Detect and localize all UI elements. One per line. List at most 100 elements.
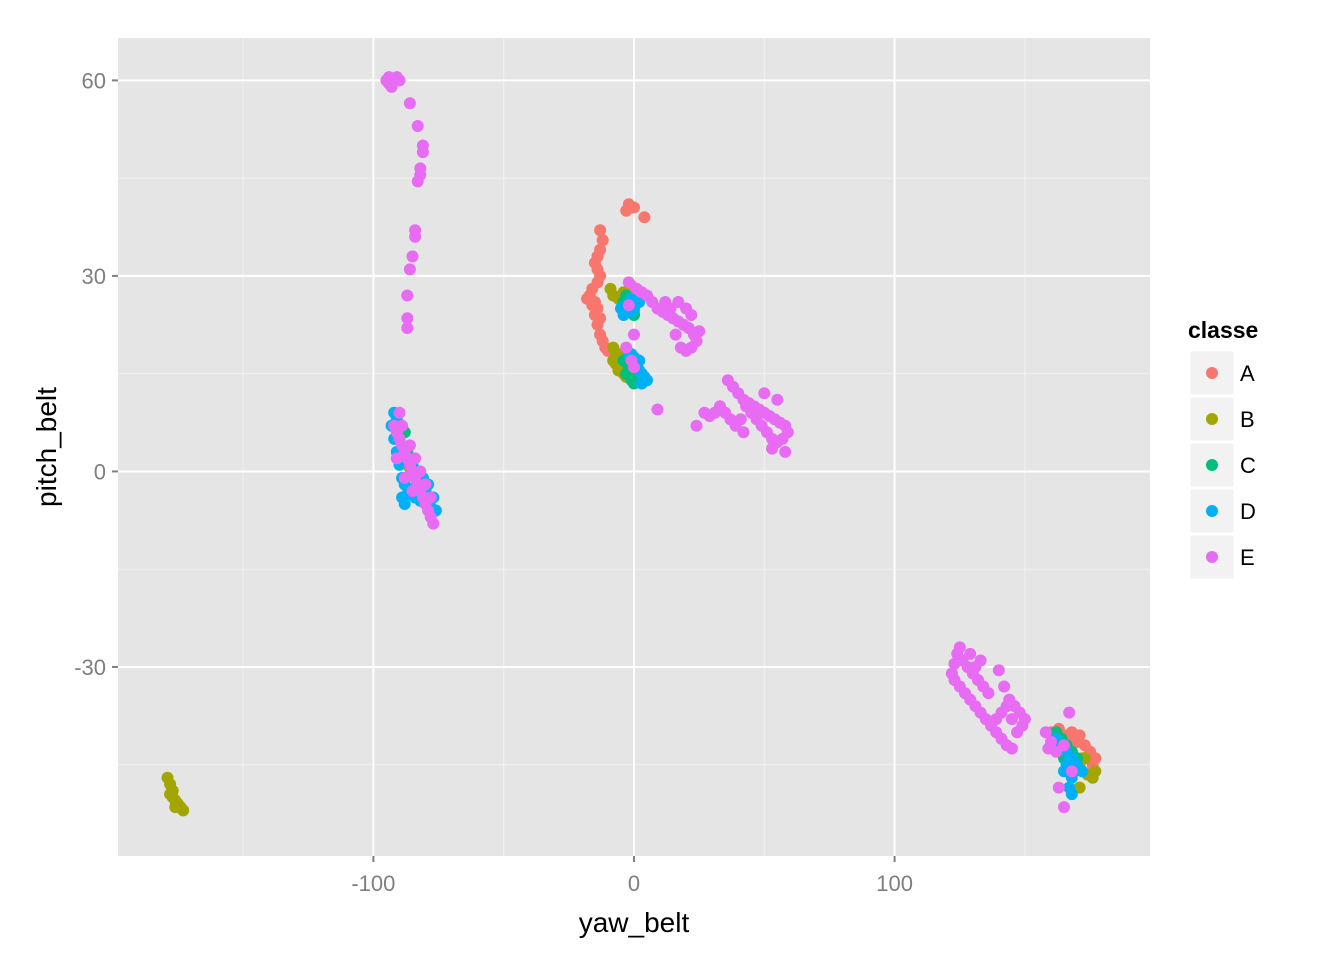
data-point-E xyxy=(403,97,416,110)
data-point-E xyxy=(1058,801,1070,814)
data-point-E xyxy=(622,299,635,312)
data-point-E xyxy=(409,452,422,465)
data-point-D xyxy=(617,309,630,321)
data-point-E xyxy=(393,74,406,87)
legend-label: A xyxy=(1240,361,1255,386)
series-E xyxy=(380,71,1078,814)
data-point-E xyxy=(669,328,682,341)
data-point-D xyxy=(396,491,409,504)
y-axis: -30 0 30 60 xyxy=(74,68,118,680)
data-point-E xyxy=(690,419,703,432)
data-point-E xyxy=(411,120,424,132)
data-point-E xyxy=(685,309,698,321)
data-point-E xyxy=(411,175,424,188)
data-point-E xyxy=(401,289,414,302)
data-point-E xyxy=(403,439,416,452)
data-point-A xyxy=(596,234,609,247)
data-point-E xyxy=(1039,726,1052,739)
y-tick-label: -30 xyxy=(74,655,106,680)
legend-label: B xyxy=(1240,407,1255,432)
data-point-A xyxy=(1073,729,1086,742)
data-point-E xyxy=(409,230,422,243)
data-points xyxy=(161,71,1102,817)
data-point-E xyxy=(758,387,771,400)
legend-entry-E: E xyxy=(1189,534,1255,580)
data-point-E xyxy=(1058,739,1070,752)
data-point-E xyxy=(1052,781,1065,794)
data-point-D xyxy=(1076,765,1089,778)
legend-label: E xyxy=(1240,545,1255,570)
data-point-A xyxy=(620,204,633,217)
data-point-E xyxy=(416,146,429,159)
data-point-B xyxy=(1089,765,1102,778)
data-point-E xyxy=(693,325,706,338)
data-point-E xyxy=(740,400,753,413)
data-point-E xyxy=(628,361,640,374)
data-point-A xyxy=(591,302,604,315)
data-point-A xyxy=(638,211,651,224)
data-point-E xyxy=(419,478,432,491)
data-point-E xyxy=(1065,765,1078,778)
data-point-E xyxy=(992,664,1005,677)
data-point-E xyxy=(401,322,414,334)
data-point-D xyxy=(1065,788,1078,801)
data-point-E xyxy=(424,491,437,504)
data-point-E xyxy=(698,406,711,419)
legend-key-dot xyxy=(1206,551,1218,563)
x-tick-label: 0 xyxy=(628,871,640,896)
data-point-E xyxy=(1063,706,1076,719)
data-point-E xyxy=(651,403,664,416)
data-point-E xyxy=(1042,742,1055,755)
data-point-B xyxy=(164,788,177,801)
data-point-E xyxy=(403,263,416,276)
legend-entry-D: D xyxy=(1189,488,1256,534)
data-point-E xyxy=(998,680,1011,693)
data-point-E xyxy=(674,341,687,354)
data-point-E xyxy=(1005,742,1018,755)
data-point-E xyxy=(393,406,406,419)
data-point-E xyxy=(964,647,977,660)
data-point-E xyxy=(974,654,987,667)
data-point-D xyxy=(635,377,648,390)
legend-label: D xyxy=(1240,499,1256,524)
data-point-E xyxy=(427,517,440,530)
data-point-E xyxy=(414,465,427,478)
y-tick-label: 30 xyxy=(82,264,106,289)
data-point-A xyxy=(594,312,607,325)
y-axis-title: pitch_belt xyxy=(31,387,62,507)
data-point-E xyxy=(398,472,411,484)
data-point-E xyxy=(990,713,1003,726)
legend-label: C xyxy=(1240,453,1256,478)
legend-entry-B: B xyxy=(1189,396,1255,442)
data-point-E xyxy=(396,419,409,432)
data-point-E xyxy=(406,485,419,497)
data-point-E xyxy=(406,250,419,263)
data-point-E xyxy=(982,687,995,700)
data-point-E xyxy=(737,426,750,439)
y-tick-label: 60 xyxy=(82,68,106,93)
data-point-E xyxy=(1018,713,1031,726)
x-axis-title: yaw_belt xyxy=(579,907,690,938)
legend-key-dot xyxy=(1206,505,1218,517)
data-point-A xyxy=(594,224,607,237)
legend-title: classe xyxy=(1188,317,1258,343)
data-point-E xyxy=(779,445,792,458)
data-point-E xyxy=(390,452,403,465)
data-point-E xyxy=(771,393,784,406)
legend-entry-A: A xyxy=(1189,350,1255,396)
y-tick-label: 0 xyxy=(94,459,106,484)
legend-key-dot xyxy=(1206,459,1218,471)
data-point-E xyxy=(1011,726,1024,739)
legend-entry-C: C xyxy=(1189,442,1256,488)
data-point-B xyxy=(169,801,182,814)
x-tick-label: -100 xyxy=(351,871,395,896)
legend-key-dot xyxy=(1206,367,1218,379)
data-point-E xyxy=(383,71,395,84)
data-point-E xyxy=(628,328,640,341)
data-point-E xyxy=(659,296,672,308)
x-tick-label: 100 xyxy=(876,871,913,896)
